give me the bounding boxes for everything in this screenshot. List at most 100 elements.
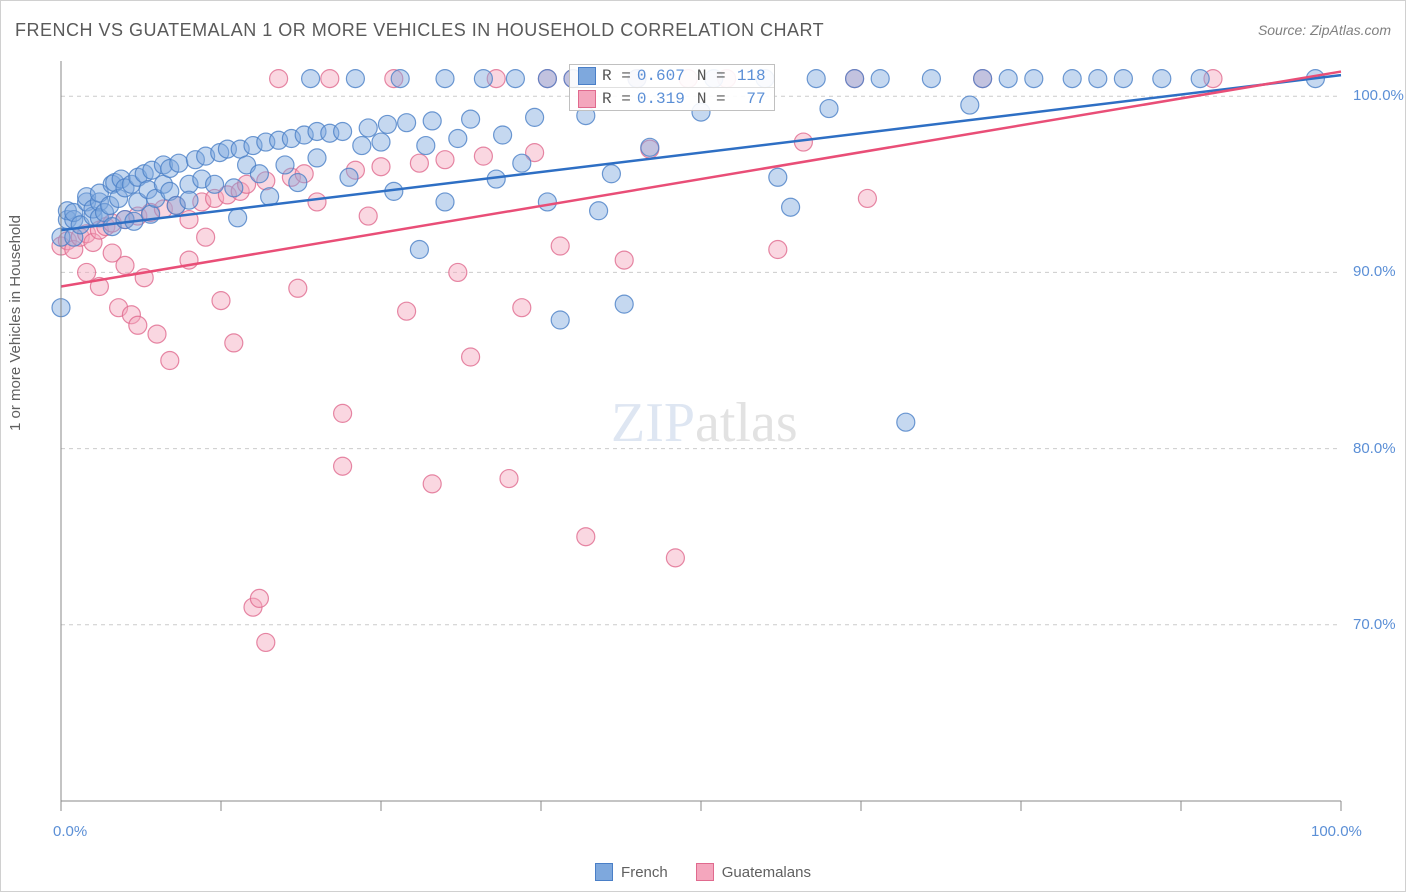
scatter-point [922,70,940,88]
scatter-point [225,334,243,352]
scatter-point [974,70,992,88]
stats-n-label: N = [697,90,726,108]
scatter-point [782,198,800,216]
legend-item: French [595,863,668,881]
scatter-point [526,108,544,126]
stats-box: R = 0.607 N = 118 R = 0.319 N = 77 [569,64,775,111]
scatter-point [410,241,428,259]
ytick-label: 100.0% [1353,87,1404,104]
scatter-point [148,325,166,343]
stats-n-label: N = [697,67,726,85]
scatter-point [577,528,595,546]
scatter-point [170,154,188,172]
scatter-point [308,149,326,167]
ytick-label: 80.0% [1353,440,1396,457]
scatter-point [334,404,352,422]
plot-svg [61,61,1341,801]
scatter-point [398,302,416,320]
title-bar: FRENCH VS GUATEMALAN 1 OR MORE VEHICLES … [15,15,1391,45]
scatter-point [180,191,198,209]
scatter-point [462,348,480,366]
scatter-point [474,70,492,88]
scatter-point [212,292,230,310]
scatter-point [353,137,371,155]
scatter-point [197,228,215,246]
scatter-point [666,549,684,567]
stats-row: R = 0.607 N = 118 [570,65,774,88]
scatter-point [449,263,467,281]
stats-swatch [578,67,596,85]
scatter-point [506,70,524,88]
scatter-point [340,168,358,186]
scatter-point [359,207,377,225]
scatter-point [276,156,294,174]
scatter-point [372,133,390,151]
scatter-point [474,147,492,165]
scatter-point [206,175,224,193]
scatter-point [116,256,134,274]
scatter-point [590,202,608,220]
scatter-point [225,179,243,197]
chart-title: FRENCH VS GUATEMALAN 1 OR MORE VEHICLES … [15,20,824,41]
scatter-point [289,279,307,297]
stats-r-value: 0.607 [637,67,691,85]
scatter-point [551,311,569,329]
stats-n-value: 77 [732,90,766,108]
scatter-point [1025,70,1043,88]
source-label: Source: ZipAtlas.com [1258,22,1391,38]
scatter-point [897,413,915,431]
scatter-point [391,70,409,88]
plot-area: ZIPatlas R =0.607N =118R =0.319N =77 70.… [61,61,1341,801]
scatter-point [961,96,979,114]
scatter-point [257,633,275,651]
scatter-point [129,316,147,334]
scatter-point [423,475,441,493]
scatter-point [538,193,556,211]
scatter-point [1153,70,1171,88]
scatter-point [161,352,179,370]
stats-n-value: 118 [732,67,766,85]
scatter-point [417,137,435,155]
scatter-point [602,165,620,183]
scatter-point [436,151,454,169]
chart-container: FRENCH VS GUATEMALAN 1 OR MORE VEHICLES … [0,0,1406,892]
xtick-label: 100.0% [1311,823,1362,840]
scatter-point [820,100,838,118]
xtick-label: 0.0% [53,823,87,840]
scatter-point [308,193,326,211]
stats-r-label: R = [602,90,631,108]
scatter-point [321,70,339,88]
scatter-point [1114,70,1132,88]
stats-row: R = 0.319 N = 77 [570,88,774,110]
stats-r-value: 0.319 [637,90,691,108]
scatter-point [378,115,396,133]
scatter-point [615,251,633,269]
scatter-point [807,70,825,88]
stats-r-label: R = [602,67,631,85]
scatter-point [1063,70,1081,88]
scatter-point [999,70,1017,88]
ytick-label: 90.0% [1353,263,1396,280]
scatter-point [346,70,364,88]
scatter-point [289,174,307,192]
scatter-point [769,241,787,259]
scatter-point [436,70,454,88]
scatter-point [538,70,556,88]
scatter-point [270,70,288,88]
scatter-point [302,70,320,88]
scatter-point [372,158,390,176]
scatter-point [250,589,268,607]
scatter-point [846,70,864,88]
bottom-legend: FrenchGuatemalans [1,863,1405,881]
scatter-point [334,457,352,475]
scatter-point [641,138,659,156]
scatter-point [229,209,247,227]
scatter-point [858,189,876,207]
scatter-point [449,130,467,148]
scatter-point [1191,70,1209,88]
legend-swatch [696,863,714,881]
legend-swatch [595,863,613,881]
scatter-point [398,114,416,132]
scatter-point [551,237,569,255]
scatter-group [52,70,1324,652]
